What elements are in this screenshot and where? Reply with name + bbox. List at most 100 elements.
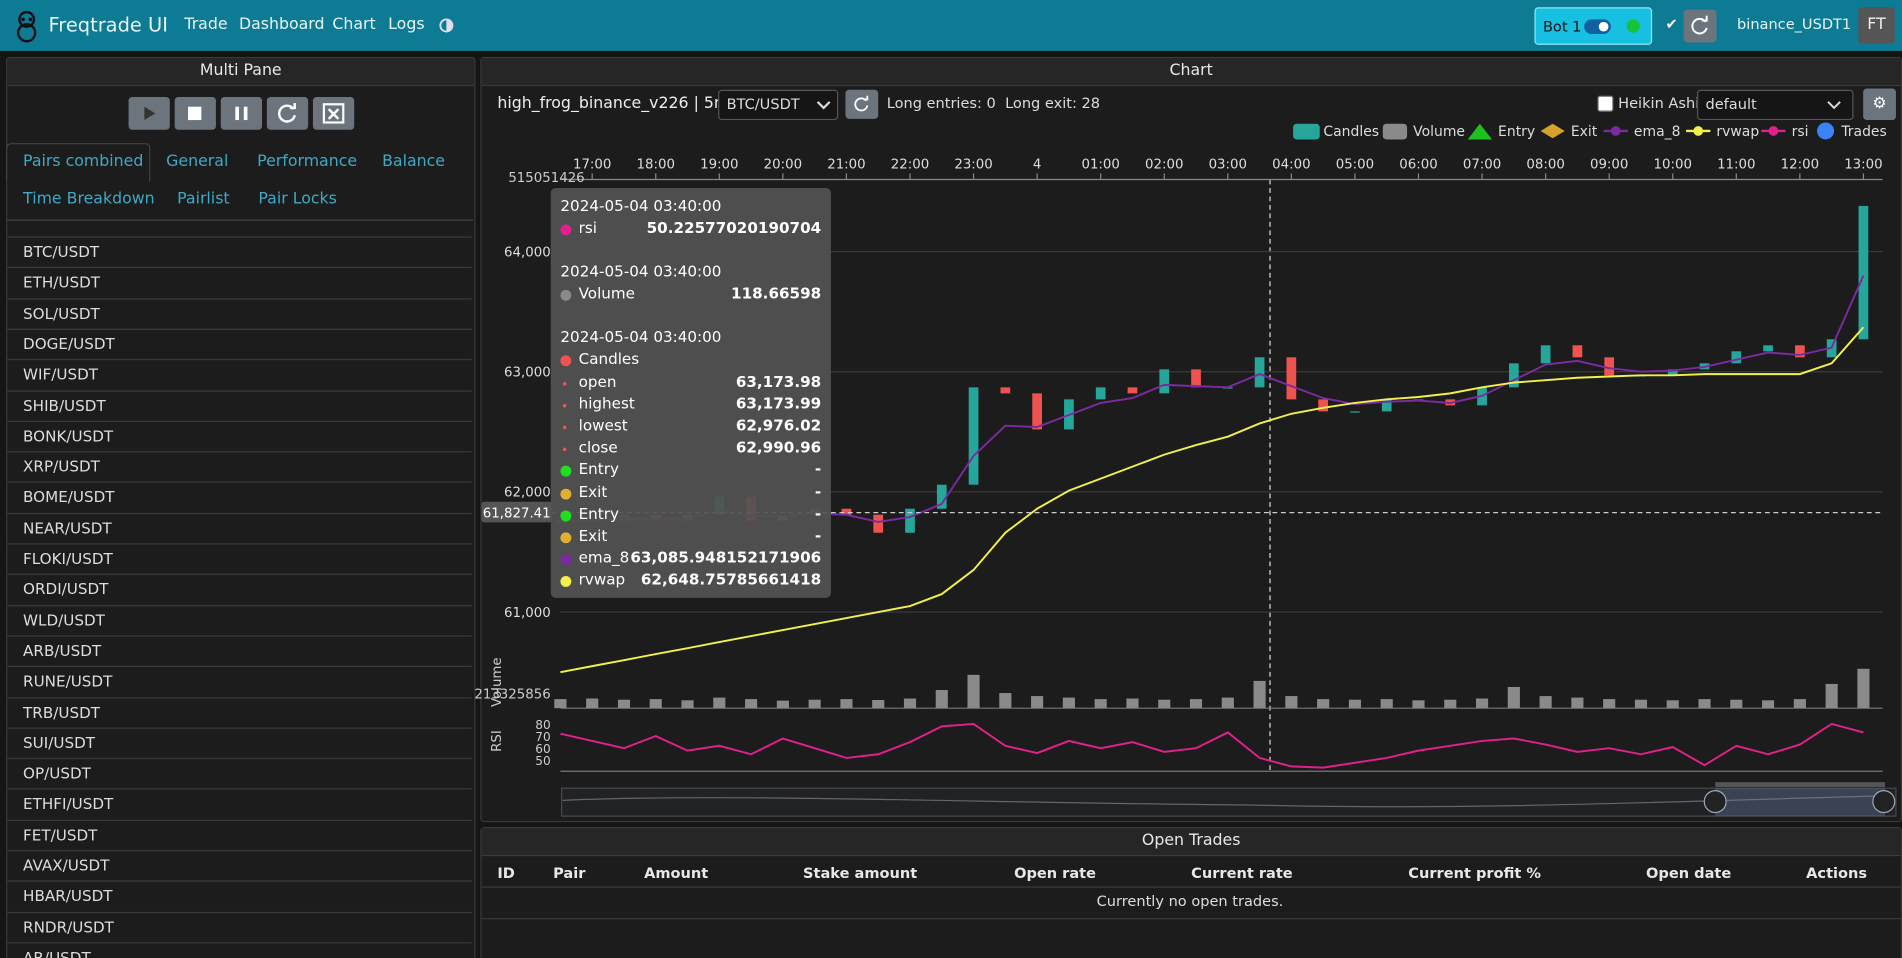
- pair-row[interactable]: ETHFI/USDT: [7, 788, 472, 818]
- pair-row[interactable]: ARB/USDT: [7, 635, 472, 664]
- pair-row[interactable]: NEAR/USDT: [7, 512, 472, 542]
- tooltip-value: -: [814, 526, 822, 545]
- nav-link[interactable]: Dashboard: [238, 15, 325, 34]
- column-header: Amount: [644, 864, 709, 882]
- volume-bar: [1221, 697, 1234, 709]
- volume-bar: [681, 700, 694, 709]
- pair-row[interactable]: RNDR/USDT: [7, 911, 472, 940]
- pair-row[interactable]: RUNE/USDT: [7, 665, 472, 695]
- pair-row[interactable]: OP/USDT: [7, 758, 472, 787]
- tooltip-value: -: [814, 460, 822, 479]
- volume-bar: [872, 700, 885, 709]
- brand[interactable]: Freqtrade UI: [48, 13, 168, 37]
- candle: [1731, 351, 1742, 364]
- pair-row[interactable]: BTC/USDT: [7, 236, 472, 265]
- legend-icon: [1817, 122, 1835, 140]
- tooltip-marker: [562, 381, 567, 386]
- tooltip-value: 62,976.02: [735, 415, 822, 435]
- theme-toggle[interactable]: [438, 17, 455, 34]
- pair-row[interactable]: WIF/USDT: [7, 359, 472, 388]
- x-tick-label: 19:00: [700, 158, 738, 173]
- tooltip-value: -: [814, 504, 822, 523]
- volume-bar: [1762, 700, 1775, 709]
- tab[interactable]: Pair Locks: [258, 190, 337, 209]
- pair-row[interactable]: XRP/USDT: [7, 451, 472, 480]
- tooltip-row: Candles: [560, 350, 821, 372]
- tooltip-time: 2024-05-04 03:40:00: [560, 262, 722, 281]
- settings-button[interactable]: ⚙: [1863, 88, 1896, 121]
- volume-bar: [1189, 699, 1203, 709]
- pair-row[interactable]: WLD/USDT: [7, 604, 472, 634]
- volume-bar: [1126, 698, 1139, 709]
- stop-button[interactable]: [174, 97, 216, 130]
- volume-bar: [1158, 699, 1171, 709]
- pair-row[interactable]: ORDI/USDT: [7, 573, 472, 603]
- bot-toggle[interactable]: [1584, 19, 1611, 34]
- candle: [1032, 393, 1042, 430]
- pair-row[interactable]: AVAX/USDT: [7, 850, 472, 879]
- tooltip-marker: [560, 510, 572, 522]
- reload-button[interactable]: [266, 97, 309, 130]
- heikin-ashi-checkbox[interactable]: [1597, 95, 1614, 112]
- forceexit-button[interactable]: [312, 97, 355, 130]
- zoom-handle[interactable]: [1872, 790, 1896, 814]
- tab[interactable]: Performance: [257, 152, 358, 171]
- pair-select[interactable]: BTC/USDT: [718, 89, 839, 121]
- column-header: Current profit %: [1408, 864, 1541, 882]
- tab[interactable]: Balance: [382, 152, 446, 171]
- pair-row[interactable]: AR/USDT: [7, 942, 472, 958]
- avatar[interactable]: FT: [1858, 7, 1895, 44]
- pair-row[interactable]: BONK/USDT: [7, 420, 472, 450]
- pair-row[interactable]: SUI/USDT: [7, 727, 472, 756]
- nav-link[interactable]: Chart: [332, 15, 376, 34]
- tab[interactable]: Pairs combined: [23, 152, 144, 171]
- zoom-slider[interactable]: [561, 787, 1897, 817]
- volume-axis-title: Volume: [490, 657, 505, 707]
- x-tick-label: 07:00: [1463, 158, 1501, 173]
- pair-row[interactable]: HBAR/USDT: [7, 880, 472, 910]
- tooltip-row: open 63,173.98: [560, 372, 821, 394]
- entries-info: Long entries: 0 Long exit: 28: [886, 94, 1101, 112]
- heikin-ashi-label: Heikin Ashi: [1618, 94, 1700, 112]
- table-divider: [481, 886, 1901, 888]
- pair-row[interactable]: TRB/USDT: [7, 696, 472, 726]
- zoom-bar[interactable]: [1715, 782, 1886, 788]
- bot-selector[interactable]: Bot 1: [1534, 7, 1653, 45]
- x-tick-label: 13:00: [1844, 158, 1882, 173]
- refresh-chart[interactable]: [845, 89, 879, 119]
- tooltip-row: Volume 118.66598: [560, 284, 821, 306]
- legend-label: Trades: [1840, 124, 1886, 140]
- start-button[interactable]: [128, 97, 170, 130]
- candle: [1286, 357, 1297, 400]
- pause-button[interactable]: [220, 97, 263, 130]
- pair-row[interactable]: DOGE/USDT: [7, 328, 472, 357]
- candle: [1191, 369, 1201, 388]
- tab[interactable]: Pairlist: [177, 190, 230, 209]
- zoom-window[interactable]: [1715, 788, 1886, 817]
- preset-select[interactable]: default: [1697, 89, 1854, 121]
- pair-row[interactable]: SOL/USDT: [7, 297, 472, 327]
- check-icon: ✔: [1665, 15, 1678, 33]
- volume-bar: [1539, 696, 1552, 709]
- tab[interactable]: General: [166, 152, 229, 171]
- rsi-tick-label: 70: [535, 730, 550, 744]
- pair-row[interactable]: FLOKI/USDT: [7, 543, 472, 572]
- volume-bar: [1444, 699, 1457, 709]
- pair-row[interactable]: BOME/USDT: [7, 481, 472, 511]
- nav-link[interactable]: Trade: [184, 15, 228, 34]
- refresh-button[interactable]: [1683, 9, 1717, 43]
- volume-bar: [1857, 668, 1870, 709]
- candle: [1858, 205, 1869, 340]
- tooltip-marker: [562, 403, 567, 408]
- pair-row[interactable]: SHIB/USDT: [7, 389, 472, 419]
- zoom-handle[interactable]: [1703, 790, 1727, 814]
- multi-pane: Multi Pane: [6, 56, 476, 958]
- legend-label: rsi: [1792, 124, 1809, 140]
- pair-row[interactable]: FET/USDT: [7, 819, 472, 848]
- x-tick-label: 10:00: [1654, 158, 1692, 173]
- nav-link[interactable]: Logs: [388, 15, 425, 34]
- pair-row[interactable]: ETH/USDT: [7, 267, 472, 296]
- legend-label: Exit: [1571, 124, 1598, 140]
- tab[interactable]: Time Breakdown: [23, 190, 155, 209]
